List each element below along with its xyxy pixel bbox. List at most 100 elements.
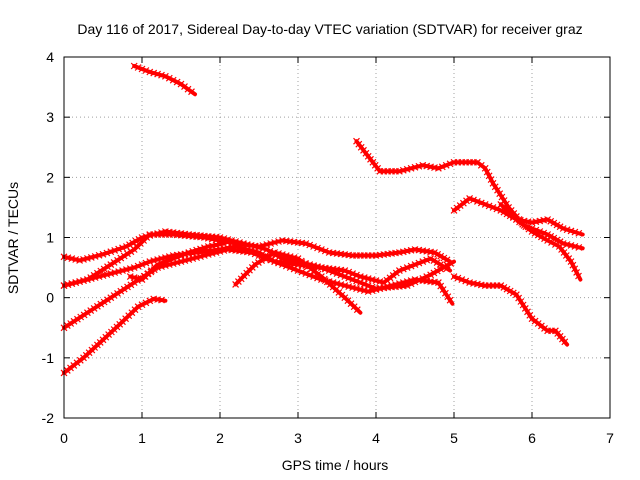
- series-track-9: [60, 295, 168, 377]
- data-point-marker: [360, 274, 368, 282]
- data-point-marker: [571, 242, 579, 250]
- data-point-marker: [165, 256, 173, 264]
- y-tick-label: 4: [46, 49, 54, 65]
- data-point-marker: [188, 88, 195, 96]
- data-point-marker: [438, 163, 446, 171]
- series-track-4: [497, 200, 583, 282]
- data-point-marker: [567, 241, 575, 249]
- data-point-marker: [104, 263, 111, 271]
- data-point-marker: [434, 164, 442, 172]
- data-point-marker: [212, 249, 220, 256]
- data-point-marker: [337, 281, 345, 289]
- data-point-marker: [298, 268, 306, 276]
- data-point-marker: [87, 253, 95, 261]
- data-point-marker: [575, 272, 582, 280]
- data-point-marker: [278, 261, 286, 269]
- data-point-marker: [275, 238, 282, 245]
- data-point-marker: [399, 265, 407, 273]
- data-point-marker: [384, 283, 392, 291]
- data-point-marker: [185, 256, 193, 264]
- data-point-marker: [142, 67, 150, 74]
- data-point-marker: [251, 261, 259, 269]
- data-point-marker: [547, 232, 555, 240]
- data-point-marker: [255, 243, 263, 250]
- data-point-marker: [356, 286, 364, 294]
- data-point-marker: [353, 306, 361, 314]
- data-point-marker: [519, 301, 527, 309]
- data-point-marker: [437, 252, 445, 260]
- data-point-marker: [158, 71, 165, 79]
- data-point-marker: [349, 270, 357, 278]
- data-point-marker: [63, 322, 71, 330]
- data-point-marker: [567, 227, 575, 235]
- data-point-marker: [110, 258, 118, 266]
- data-point-marker: [216, 248, 224, 255]
- data-point-marker: [267, 240, 275, 247]
- data-point-marker: [345, 283, 353, 291]
- data-point-marker: [534, 231, 542, 239]
- data-point-marker: [553, 221, 561, 229]
- data-point-marker: [70, 317, 78, 325]
- data-point-marker: [76, 256, 84, 264]
- data-point-marker: [433, 267, 441, 275]
- data-point-marker: [189, 247, 197, 255]
- data-point-marker: [99, 250, 107, 258]
- data-point-marker: [403, 165, 411, 173]
- data-point-marker: [548, 239, 555, 246]
- series-track-10: [126, 240, 226, 284]
- series-track-6: [60, 231, 453, 290]
- data-point-marker: [146, 258, 154, 266]
- data-point-marker: [364, 275, 372, 283]
- data-point-marker: [165, 74, 173, 82]
- data-point-marker: [126, 273, 134, 281]
- data-point-marker: [134, 303, 142, 311]
- data-point-marker: [119, 244, 126, 252]
- data-point-marker: [517, 298, 525, 305]
- data-point-marker: [290, 254, 298, 262]
- data-point-marker: [107, 248, 115, 256]
- data-point-marker: [83, 254, 91, 262]
- data-point-marker: [345, 268, 353, 276]
- data-point-marker: [419, 258, 427, 266]
- data-point-marker: [120, 285, 128, 293]
- y-tick-label: 1: [46, 230, 54, 246]
- data-point-marker: [193, 254, 201, 262]
- data-point-marker: [454, 274, 462, 282]
- data-point-marker: [553, 236, 561, 244]
- data-point-marker: [132, 237, 140, 245]
- data-point-marker: [278, 251, 286, 258]
- data-point-marker: [559, 225, 567, 232]
- data-point-marker: [491, 183, 499, 191]
- data-point-marker: [430, 257, 438, 265]
- data-point-marker: [220, 247, 228, 254]
- data-point-marker: [446, 296, 454, 304]
- data-point-marker: [559, 240, 567, 247]
- data-point-marker: [111, 269, 119, 277]
- data-point-marker: [360, 287, 368, 295]
- x-axis-label: GPS time / hours: [282, 457, 389, 473]
- data-point-marker: [142, 299, 150, 307]
- data-point-marker: [360, 280, 368, 288]
- data-point-marker: [376, 285, 384, 293]
- data-point-marker: [259, 242, 267, 249]
- data-point-marker: [197, 245, 204, 253]
- data-point-marker: [575, 243, 583, 251]
- data-point-marker: [415, 259, 423, 267]
- data-point-marker: [442, 161, 450, 169]
- data-point-marker: [364, 288, 372, 296]
- data-point-marker: [146, 68, 154, 76]
- data-point-marker: [263, 241, 271, 248]
- data-point-marker: [154, 70, 162, 78]
- series-group: [60, 62, 585, 377]
- data-point-marker: [100, 298, 108, 306]
- data-point-marker: [161, 258, 169, 266]
- series-track-1: [130, 62, 197, 97]
- x-tick-label: 5: [450, 430, 458, 446]
- data-point-marker: [91, 252, 99, 260]
- data-point-marker: [124, 283, 131, 291]
- data-point-marker: [173, 78, 181, 86]
- y-tick-label: 0: [46, 290, 54, 306]
- data-point-marker: [466, 194, 474, 202]
- data-point-marker: [302, 270, 310, 278]
- data-point-marker: [544, 237, 552, 244]
